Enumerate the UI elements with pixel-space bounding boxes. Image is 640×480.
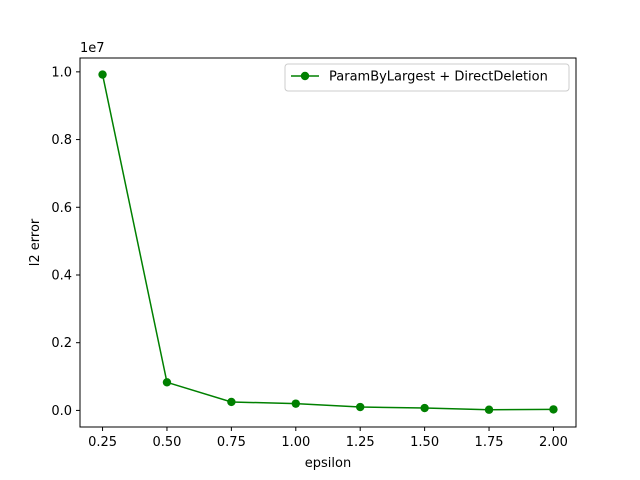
y-tick-label: 0.2 (51, 336, 72, 351)
y-axis: 0.0 0.2 0.4 0.6 0.8 1.0 (51, 65, 80, 419)
y-tick-label: 0.0 (51, 404, 72, 419)
data-point (420, 403, 429, 413)
y-axis-label: l2 error (28, 218, 43, 266)
legend-marker-swatch (300, 71, 310, 81)
x-tick-label: 0.75 (217, 435, 246, 450)
legend: ParamByLargest + DirectDeletion (284, 63, 570, 92)
data-point (227, 397, 236, 407)
y-scale-offset-label: 1e7 (80, 41, 105, 56)
y-tick-label: 1.0 (51, 65, 72, 80)
data-point (484, 405, 494, 414)
plot-area (98, 70, 558, 414)
x-axis-label: epsilon (305, 456, 351, 471)
x-tick-label: 1.25 (346, 435, 375, 450)
data-point (291, 399, 300, 408)
y-tick-label: 0.4 (51, 268, 72, 283)
data-point (162, 378, 172, 387)
data-point (356, 402, 365, 412)
x-tick-label: 1.75 (475, 435, 504, 450)
y-tick-label: 0.8 (51, 133, 72, 148)
x-tick-label: 2.00 (539, 435, 568, 450)
axes-frame (79, 57, 577, 428)
data-point (549, 405, 558, 414)
x-tick-label: 1.00 (281, 435, 310, 450)
data-point (98, 70, 107, 79)
x-tick-label: 1.50 (410, 435, 439, 450)
x-tick-label: 0.50 (152, 435, 181, 450)
x-tick-label: 0.25 (88, 435, 117, 450)
y-tick-label: 0.6 (51, 201, 72, 216)
x-axis: 0.25 0.50 0.75 1.00 1.25 1.50 1.75 2.00 (88, 427, 568, 450)
series-line (101, 74, 554, 411)
legend-box (284, 63, 570, 92)
legend-label: ParamByLargest + DirectDeletion (329, 70, 548, 85)
